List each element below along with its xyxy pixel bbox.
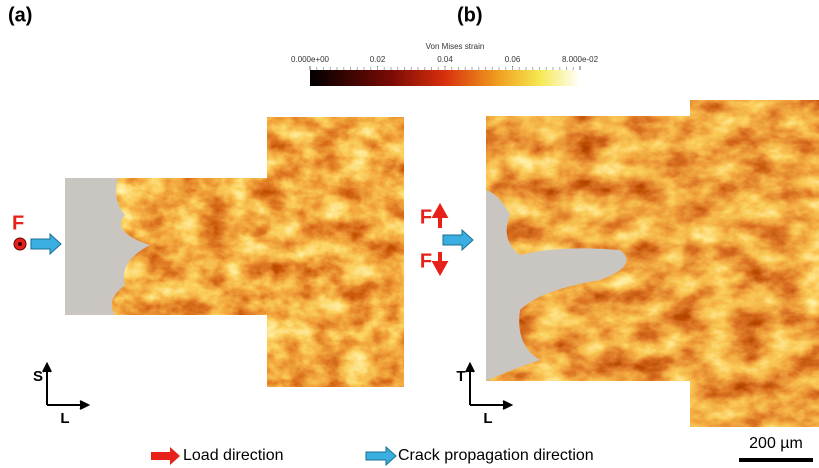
scale-bar: 200 µm (739, 435, 813, 462)
legend: Load direction Crack propagation directi… (151, 445, 594, 467)
colorbar-tick-label: 0.06 (505, 55, 521, 64)
force-arrow-up (431, 202, 449, 228)
axis-label: T (456, 368, 465, 385)
colorbar-tick-label: 0.04 (437, 55, 453, 64)
panel-a: (a) F S L (8, 4, 404, 427)
axes-triad (42, 361, 91, 410)
panel-label: (a) (8, 4, 32, 26)
crack-arrow (30, 232, 62, 256)
scale-bar-label: 200 µm (749, 435, 803, 452)
legend-swatch (365, 445, 397, 467)
force-arrow-down (431, 252, 449, 277)
force-dot (18, 242, 22, 246)
force-label: F (420, 206, 432, 228)
scale-bar-line (739, 458, 813, 462)
force-label: F (420, 250, 432, 272)
axis-label: L (483, 410, 492, 427)
axis-label: L (60, 410, 69, 427)
panel-label: (b) (457, 4, 483, 26)
colorbar-tick-label: 0.02 (370, 55, 386, 64)
crack-region (65, 178, 150, 315)
colorbar-gradient (310, 70, 580, 86)
strain-map (486, 116, 768, 381)
axis-label: S (33, 368, 43, 385)
colorbar-tick-label: 0.000e+00 (291, 55, 330, 64)
colorbar: Von Mises strain 0.000e+00 0.02 0.04 0.06 8.… (291, 42, 599, 86)
crack-region (486, 190, 627, 381)
legend-label: Crack propagation direction (398, 447, 594, 464)
colorbar-tick-label: 8.000e-02 (562, 55, 599, 64)
axes-triad (465, 361, 514, 410)
legend-swatch (151, 447, 180, 465)
legend-label: Load direction (183, 447, 284, 464)
panel-b: (b) F F T L (420, 4, 819, 427)
force-label: F (12, 212, 24, 234)
crack-arrow (442, 228, 474, 252)
colorbar-title: Von Mises strain (426, 42, 485, 51)
